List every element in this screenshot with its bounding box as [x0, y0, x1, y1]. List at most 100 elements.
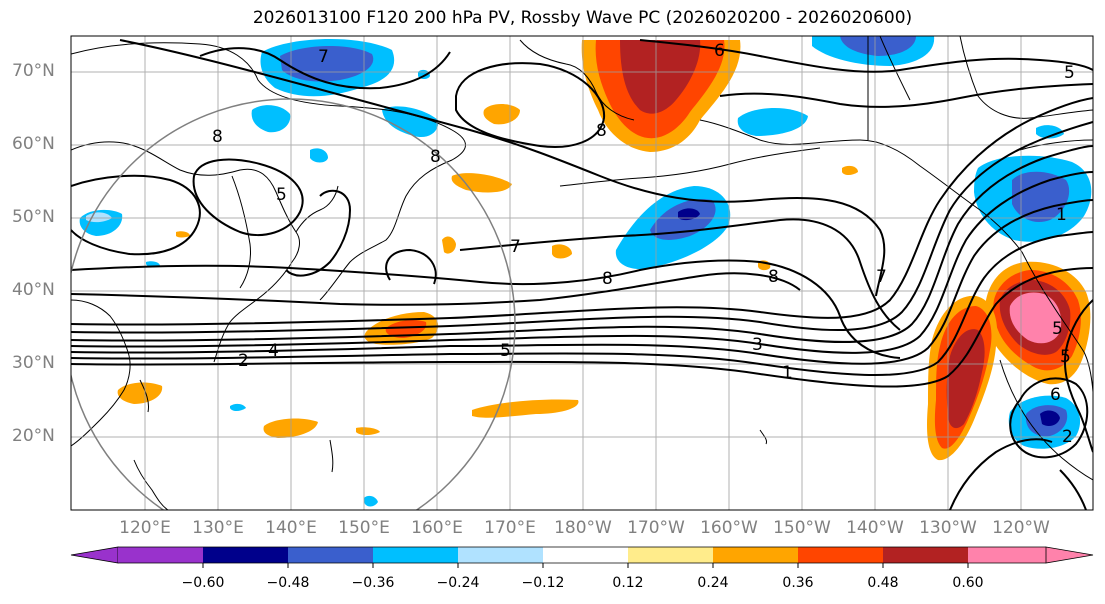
contour-label-group: 7 6 8 8 5 8 7 8 8 7 1 5 4 2 3 1 5 5 6 2 …	[212, 41, 1075, 447]
coastline	[867, 36, 1093, 151]
pv-contour	[119, 39, 886, 297]
lat-label: 50°N	[12, 207, 55, 227]
lon-label: 130°W	[919, 518, 977, 538]
shade-blob	[364, 495, 378, 507]
pv-contour	[1009, 377, 1089, 459]
lon-label: 130°E	[192, 518, 244, 538]
contour-label: 2	[1062, 427, 1073, 447]
reference-circle	[71, 98, 516, 510]
contour-label: 5	[276, 185, 287, 205]
shade-blob	[946, 329, 985, 429]
contour-label: 6	[714, 41, 725, 61]
contour-label: 7	[510, 237, 521, 257]
shade-blob	[385, 320, 427, 338]
contour-label: 8	[768, 267, 779, 287]
lon-label: 160°E	[411, 518, 463, 538]
colorbar-tick-label: 0.24	[697, 575, 729, 591]
lon-label: 170°W	[627, 518, 685, 538]
shade-blob	[310, 148, 328, 163]
pv-contour	[1064, 299, 1093, 453]
contour-label: 1	[782, 363, 793, 383]
contour-label: 2	[238, 351, 249, 371]
map-content	[71, 36, 1093, 510]
colorbar-bin	[288, 547, 373, 563]
colorbar-bin	[373, 547, 458, 563]
shade-blob	[737, 107, 808, 136]
colorbar-tick-label: −0.12	[521, 575, 565, 591]
shade-blob	[251, 105, 291, 133]
colorbar-tick-label: 0.60	[952, 575, 984, 591]
pv-contour	[285, 189, 352, 277]
grid-layer	[71, 36, 1093, 510]
contour-label: 7	[318, 47, 329, 67]
colorbar-bin	[713, 547, 798, 563]
contour-label: 3	[752, 335, 763, 355]
contour-label: 5	[1052, 319, 1063, 339]
colorbar-tick-label: 0.48	[867, 575, 899, 591]
pv-contour	[71, 121, 1093, 334]
shade-blob	[1040, 410, 1060, 426]
pv-contour	[719, 83, 1093, 108]
pv-contour	[71, 145, 1093, 343]
shade-blob	[842, 165, 858, 175]
shade-blob	[1036, 125, 1064, 139]
lon-label: 170°E	[484, 518, 536, 538]
pv-contour	[71, 259, 901, 359]
lat-label: 20°N	[12, 426, 55, 446]
pv-contour	[192, 158, 304, 237]
coastline	[231, 175, 339, 289]
colorbar-bin	[968, 547, 1046, 563]
shading-layer	[79, 36, 1092, 507]
colorbar-tick-label: 0.36	[782, 575, 814, 591]
pv-contour	[455, 62, 606, 148]
colorbar-ticks	[202, 563, 969, 568]
colorbar-bin	[628, 547, 713, 563]
contour-label: 8	[212, 127, 223, 147]
contour-label: 5	[500, 341, 511, 361]
lon-label: 140°E	[265, 518, 317, 538]
contour-label: 8	[596, 121, 607, 141]
shade-blob	[840, 36, 916, 56]
contour-label: 4	[268, 341, 279, 361]
colorbar-bin	[458, 547, 543, 563]
pv-contour	[71, 171, 1093, 354]
shade-blob	[552, 244, 572, 259]
lon-label: 140°W	[846, 518, 904, 538]
coastline	[133, 379, 169, 510]
contour-label: 8	[602, 269, 613, 289]
map-background	[71, 36, 1093, 510]
pv-contour	[949, 438, 1053, 510]
colorbar-tick-label: −0.24	[436, 575, 480, 591]
coastline	[519, 39, 1023, 253]
colorbar-bin	[798, 547, 883, 563]
pv-contour	[71, 267, 1093, 388]
coastline	[71, 299, 131, 447]
colorbar	[70, 546, 1094, 568]
contour-label: 5	[1064, 63, 1075, 83]
pv-contour	[71, 199, 1093, 365]
lat-label: 60°N	[12, 134, 55, 154]
coastline	[879, 36, 1093, 119]
map-title: 2026013100 F120 200 hPa PV, Rossby Wave …	[252, 8, 913, 28]
shade-blob	[356, 427, 380, 435]
pv-contour	[71, 272, 801, 306]
coastline	[559, 147, 821, 187]
colorbar-bin	[203, 547, 288, 563]
shade-blob	[382, 106, 439, 138]
shade-blob	[451, 173, 512, 193]
colorbar-tick-label: −0.36	[351, 575, 395, 591]
colorbar-bin	[118, 547, 203, 563]
coastline	[329, 429, 767, 473]
coastline-layer	[71, 36, 1093, 510]
coastline	[71, 42, 466, 301]
lat-label: 40°N	[12, 280, 55, 300]
lon-label: 120°W	[992, 518, 1050, 538]
shade-blob	[678, 208, 700, 221]
shade-blob	[117, 382, 163, 404]
shade-blob	[230, 403, 246, 411]
pv-contour	[459, 218, 901, 331]
lon-label: 160°W	[700, 518, 758, 538]
lat-label: 30°N	[12, 353, 55, 373]
colorbar-tick-label: −0.60	[181, 575, 225, 591]
